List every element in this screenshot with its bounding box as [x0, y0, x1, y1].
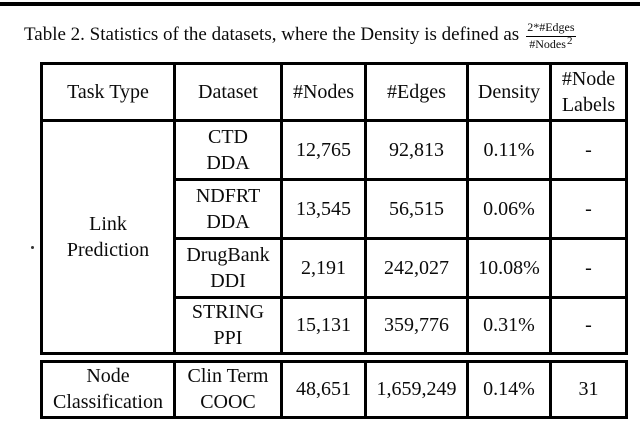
table-row: DrugBank DDI 2,191 242,027 10.08% -	[42, 237, 628, 299]
statistics-table: Task Type Dataset #Nodes #Edges Density …	[40, 62, 628, 419]
cell-edges: 1,659,249	[364, 359, 469, 419]
col-header-task-type: Task Type	[40, 62, 176, 122]
node-classification-table: Node Classification Clin Term COOC 48,65…	[40, 359, 628, 419]
cell-node-labels: -	[549, 178, 628, 240]
table-row: NDFRT DDA 13,545 56,515 0.06% -	[42, 178, 628, 240]
table-row: Link Prediction CTD DDA 12,765 92,813 0.…	[40, 119, 628, 355]
cell-edges: 359,776	[364, 296, 469, 355]
col-header-edges: #Edges	[364, 62, 469, 122]
page-top-rule	[0, 2, 640, 6]
col-header-dataset: Dataset	[173, 62, 283, 122]
cell-nodes: 2,191	[280, 237, 367, 299]
link-prediction-table: Task Type Dataset #Nodes #Edges Density …	[40, 62, 628, 355]
cell-density: 0.14%	[466, 359, 552, 419]
formula-numerator: 2*#Edges	[526, 20, 576, 37]
cell-node-labels: -	[549, 296, 628, 355]
col-header-density: Density	[466, 62, 552, 122]
cell-dataset: Clin Term COOC	[173, 359, 283, 419]
cell-edges: 92,813	[364, 119, 469, 181]
cell-edges: 242,027	[364, 237, 469, 299]
header-row: Task Type Dataset #Nodes #Edges Density …	[40, 62, 628, 122]
cell-nodes: 12,765	[280, 119, 367, 181]
cell-nodes: 48,651	[280, 359, 367, 419]
cell-nodes: 15,131	[280, 296, 367, 355]
cell-density: 0.06%	[466, 178, 552, 240]
cell-dataset: STRING PPI	[173, 296, 283, 355]
col-header-nodes: #Nodes	[280, 62, 367, 122]
formula-denominator-base: #Nodes	[529, 36, 566, 51]
cell-edges: 56,515	[364, 178, 469, 240]
formula-denominator: #Nodes2	[529, 34, 573, 52]
cell-task-type-node-classification: Node Classification	[40, 359, 176, 419]
caption-text: Table 2. Statistics of the datasets, whe…	[24, 24, 520, 45]
cell-density: 10.08%	[466, 237, 552, 299]
cell-density: 0.11%	[466, 119, 552, 181]
cell-node-labels: 31	[549, 359, 628, 419]
col-header-node-labels: #Node Labels	[549, 62, 628, 122]
table-row: Node Classification Clin Term COOC 48,65…	[40, 359, 628, 419]
cell-node-labels: -	[549, 119, 628, 181]
cell-task-type-link-prediction: Link Prediction	[40, 119, 176, 355]
density-formula: 2*#Edges #Nodes2	[526, 20, 576, 52]
cell-density: 0.31%	[466, 296, 552, 355]
cell-dataset: NDFRT DDA	[173, 178, 283, 240]
stray-mark	[31, 246, 34, 249]
cell-dataset: CTD DDA	[173, 119, 283, 181]
cell-node-labels: -	[549, 237, 628, 299]
formula-denominator-exponent: 2	[566, 34, 573, 47]
cell-nodes: 13,545	[280, 178, 367, 240]
table-row: STRING PPI 15,131 359,776 0.31% -	[42, 296, 628, 355]
cell-dataset: DrugBank DDI	[173, 237, 283, 299]
table-caption: Table 2. Statistics of the datasets, whe…	[24, 12, 636, 58]
